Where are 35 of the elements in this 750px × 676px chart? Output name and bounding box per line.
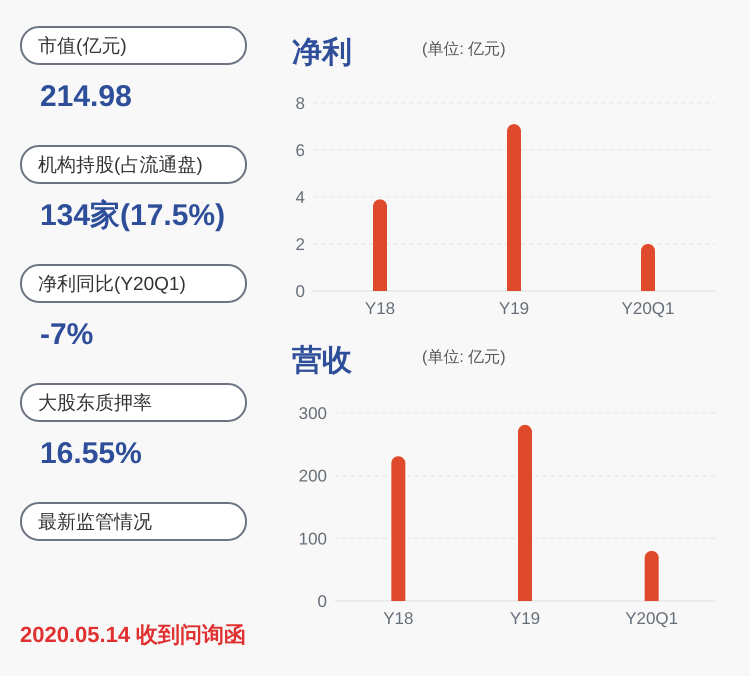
y-tick-label: 2: [296, 235, 305, 254]
text: 机构持股(占流通盘): [38, 154, 203, 176]
text: 16.55%: [40, 437, 142, 470]
y-tick-label: 300: [298, 404, 327, 423]
x-tick-label: Y20Q1: [622, 299, 674, 318]
bar: [644, 550, 659, 601]
text: 134家(17.5%): [40, 198, 226, 232]
x-tick-label: Y20Q1: [625, 609, 678, 628]
text: 214.98: [40, 80, 132, 113]
chart-title: 营收: [292, 344, 353, 377]
y-tick-label: 4: [296, 188, 305, 207]
x-tick-label: Y19: [510, 609, 540, 628]
chart-subtitle: (单位: 亿元): [422, 40, 506, 58]
bar: [507, 124, 521, 291]
bar: [391, 456, 406, 601]
y-tick-label: 6: [296, 141, 305, 160]
y-tick-label: 200: [298, 466, 327, 486]
text: 市值(亿元): [38, 35, 127, 57]
text: 最新监管情况: [38, 511, 152, 533]
bar: [373, 199, 387, 291]
chart-subtitle: (单位: 亿元): [422, 348, 506, 366]
y-tick-label: 0: [318, 592, 327, 611]
bar: [518, 424, 532, 601]
text: 净利同比(Y20Q1): [38, 274, 186, 295]
y-tick-label: 8: [296, 94, 305, 113]
y-tick-label: 100: [298, 529, 327, 548]
chart-title: 净利: [292, 36, 352, 69]
text: -7%: [40, 318, 94, 351]
bar: [641, 244, 655, 291]
text: 2020.05.14 收到问询函: [20, 622, 246, 647]
text: 大股东质押率: [38, 392, 152, 414]
y-tick-label: 0: [296, 282, 305, 301]
x-tick-label: Y19: [498, 299, 530, 318]
x-tick-label: Y18: [364, 299, 396, 318]
x-tick-label: Y18: [383, 609, 414, 628]
